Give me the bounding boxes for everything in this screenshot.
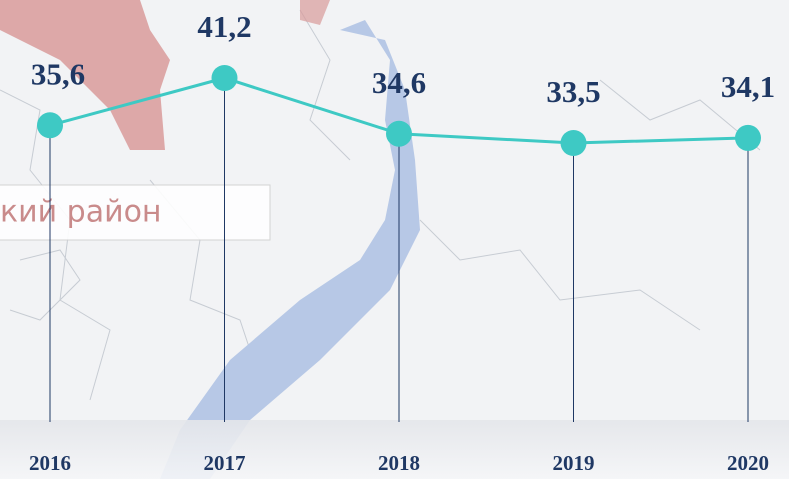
point bbox=[37, 112, 63, 139]
x-tick-label: 2016 bbox=[29, 451, 71, 475]
map-label: кий район bbox=[0, 195, 162, 230]
point bbox=[560, 130, 587, 156]
value-label: 33,5 bbox=[546, 74, 600, 109]
x-tick-label: 2020 bbox=[727, 451, 769, 475]
point bbox=[386, 120, 412, 147]
x-tick-label: 2018 bbox=[378, 451, 420, 475]
value-label: 41,2 bbox=[197, 9, 251, 44]
point bbox=[735, 124, 761, 151]
value-label: 34,1 bbox=[721, 69, 775, 104]
map-region bbox=[0, 0, 170, 150]
value-label: 35,6 bbox=[31, 56, 85, 91]
map-region bbox=[300, 0, 330, 25]
footer-strip bbox=[0, 420, 789, 479]
point bbox=[211, 65, 238, 91]
x-tick-label: 2017 bbox=[204, 451, 246, 475]
x-tick-label: 2019 bbox=[553, 451, 595, 475]
value-label: 34,6 bbox=[372, 65, 426, 100]
